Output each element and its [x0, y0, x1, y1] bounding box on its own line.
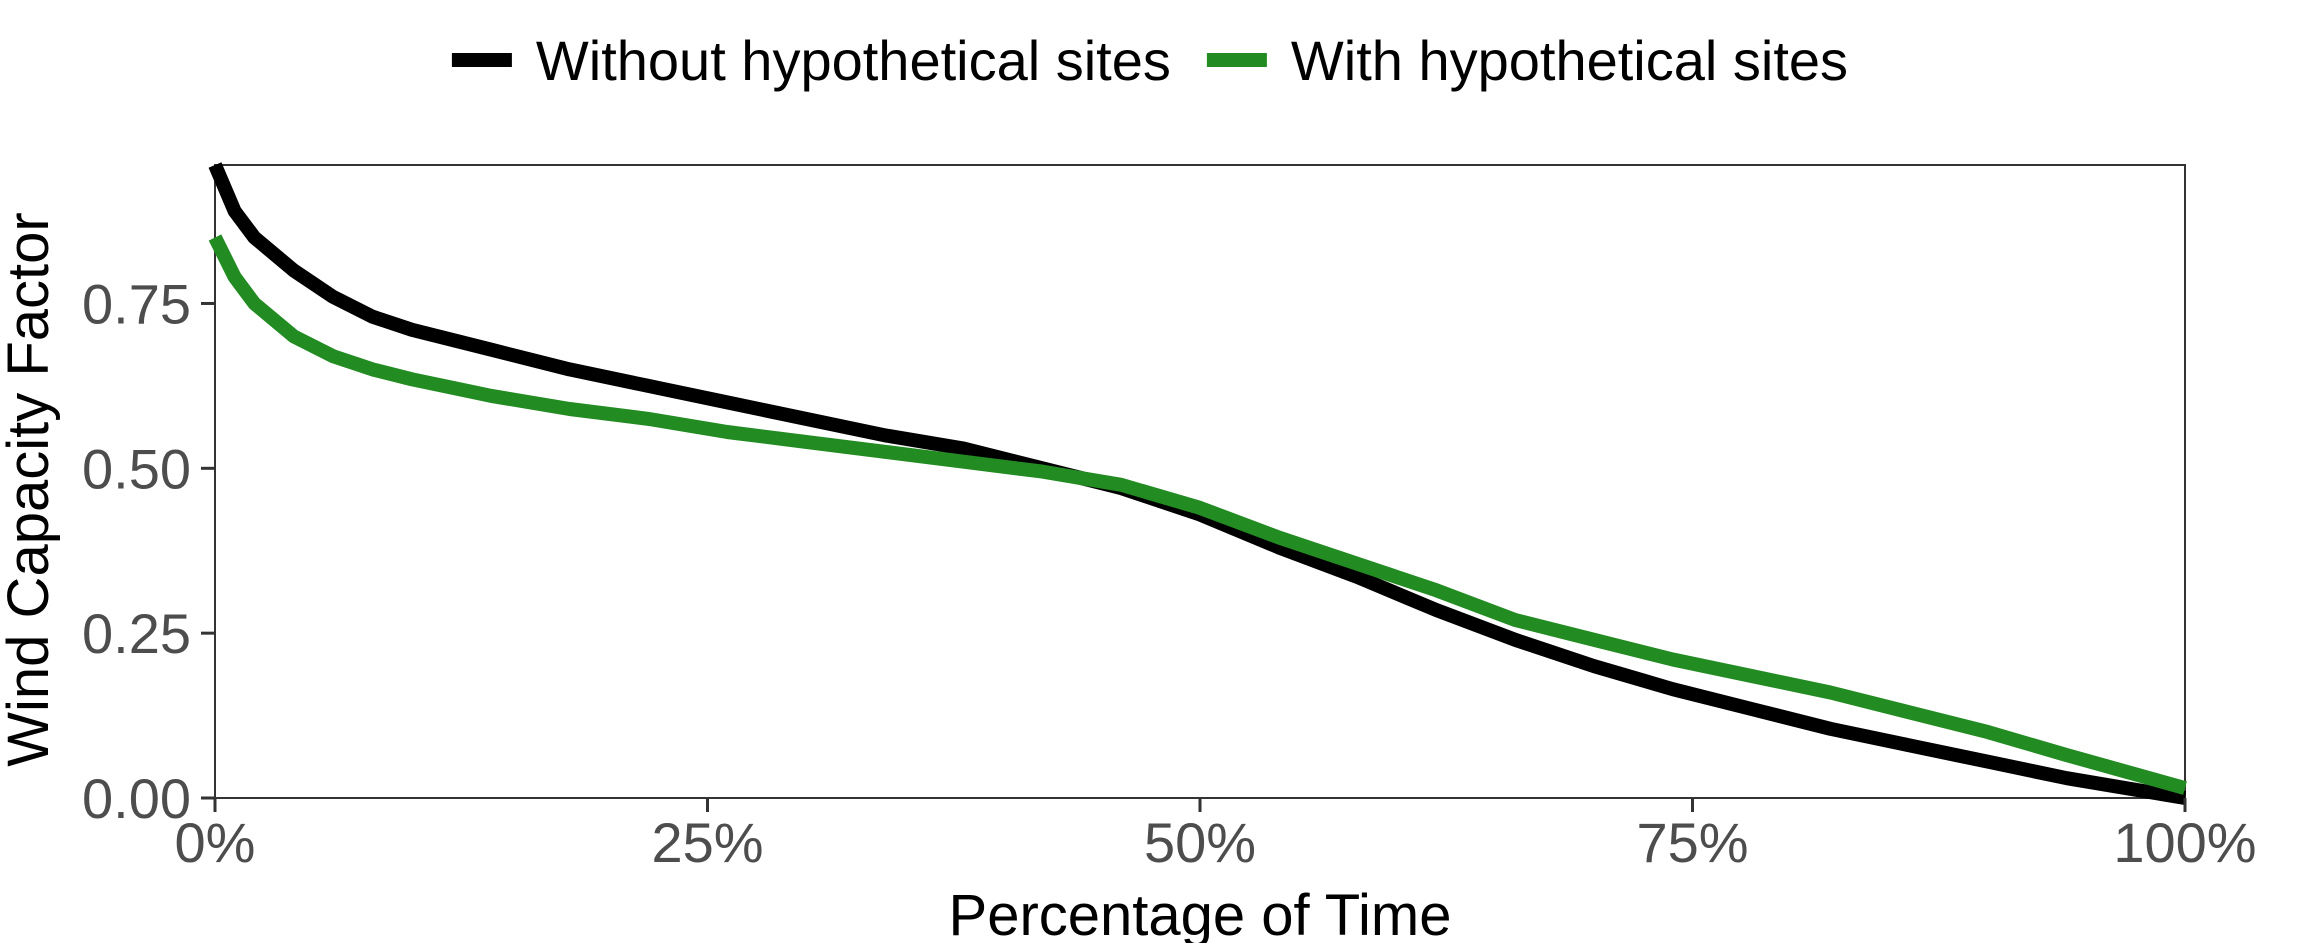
legend-label: With hypothetical sites	[1291, 29, 1848, 92]
y-axis: 0.00 0.25 0.50 0.75	[82, 272, 215, 830]
legend-item-1: Without hypothetical sites	[451, 29, 1171, 92]
x-tick-label: 75%	[1636, 811, 1748, 874]
legend-item-2: With hypothetical sites	[1206, 29, 1848, 92]
y-tick-label: 0.00	[82, 767, 191, 830]
y-axis-title: Wind Capacity Factor	[0, 212, 61, 766]
x-tick-label: 50%	[1144, 811, 1256, 874]
series-line-2	[208, 234, 2187, 795]
y-tick-label: 0.75	[82, 272, 191, 335]
x-axis: 0% 25% 50% 75% 100%	[175, 798, 2257, 874]
x-tick-label: 25%	[651, 811, 763, 874]
y-tick-label: 0.50	[82, 437, 191, 500]
legend-label: Without hypothetical sites	[536, 29, 1171, 92]
series-layer	[208, 162, 2187, 805]
x-tick-label: 0%	[175, 811, 256, 874]
legend: Without hypothetical sites With hypotheti…	[451, 29, 1848, 92]
x-axis-title: Percentage of Time	[949, 883, 1452, 943]
y-tick-label: 0.25	[82, 602, 191, 665]
x-tick-label: 100%	[2113, 811, 2256, 874]
